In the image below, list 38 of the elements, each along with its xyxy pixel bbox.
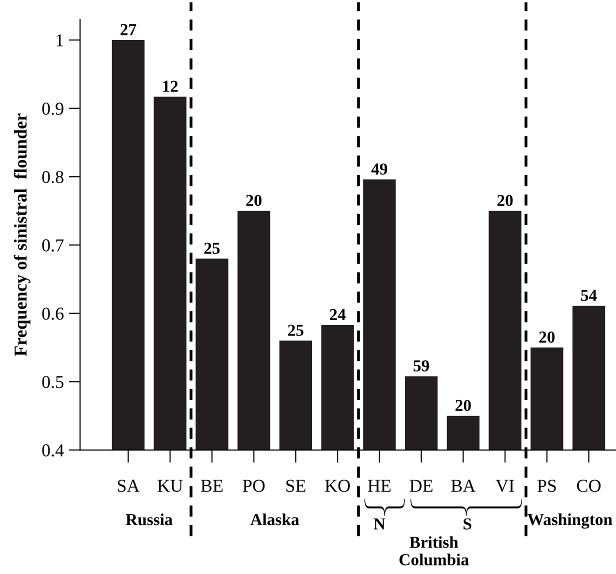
y-tick-label: 0.8 <box>42 170 64 184</box>
x-tick-label: PO <box>242 480 265 492</box>
annotation: 20 <box>497 194 513 206</box>
x-tick-label: CO <box>576 480 601 492</box>
x-tick-label: KO <box>325 480 350 492</box>
y-tick-label: 0.7 <box>42 239 64 252</box>
x-tick-label: VI <box>496 480 514 492</box>
annotation: 24 <box>330 308 346 320</box>
annotation: 20 <box>539 331 555 343</box>
annotation: 59 <box>414 360 430 372</box>
text: S <box>464 518 472 530</box>
annotation: 12 <box>163 80 178 92</box>
x-tick-label: DE <box>410 480 432 492</box>
annotation: 25 <box>204 242 220 254</box>
x-tick-label: SE <box>286 480 306 492</box>
annotation: 49 <box>371 163 388 175</box>
text: British Columbia <box>399 536 469 566</box>
annotation: 27 <box>120 24 136 36</box>
y-tick-label: 0.9 <box>42 102 64 115</box>
text: Russia <box>126 513 173 526</box>
annotation: 20 <box>456 400 471 412</box>
y-axis-title: Frequency of sinistral flounder <box>14 113 30 356</box>
x-tick-label: BA <box>451 480 476 492</box>
y-tick-label: 0.4 <box>42 444 64 457</box>
y-tick-label: 1 <box>56 34 64 46</box>
annotation: 25 <box>288 324 304 336</box>
x-tick-label: BE <box>200 480 223 492</box>
annotation: 20 <box>246 194 262 206</box>
x-tick-label: PS <box>537 480 556 492</box>
x-tick-label: KU <box>158 480 183 492</box>
x-tick-label: HE <box>368 480 391 492</box>
text: N <box>374 518 386 530</box>
y-tick-label: 0.6 <box>42 308 64 320</box>
annotation: 54 <box>581 290 597 302</box>
y-tick-label: 0.5 <box>42 376 64 388</box>
text: Washington <box>528 513 612 529</box>
text: Alaska <box>250 513 300 526</box>
x-tick-label: SA <box>118 480 140 492</box>
